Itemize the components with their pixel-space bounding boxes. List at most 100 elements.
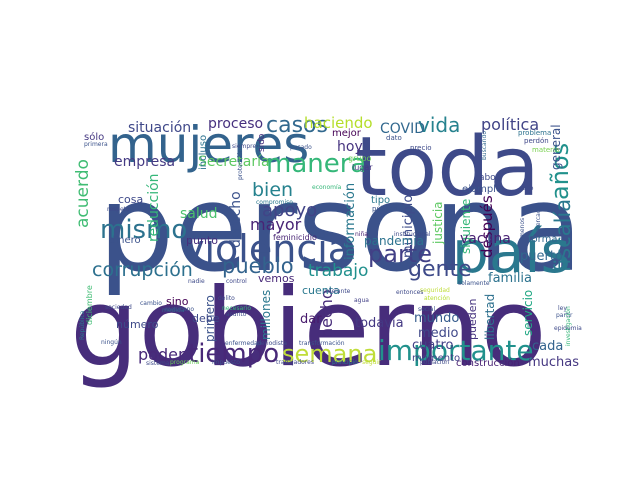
word-hecho: hecho <box>317 289 336 338</box>
word-lugar: lugar <box>352 163 373 172</box>
word-atencion: atención <box>424 295 450 302</box>
word-situacion: situación <box>128 120 191 136</box>
word-punto: punto <box>186 234 218 247</box>
word-acuerdo: acuerdo <box>73 159 93 228</box>
word-incluso: incluso <box>198 135 209 170</box>
word-politica: política <box>481 115 539 134</box>
word-primera: primera <box>84 141 108 148</box>
word-persona: persona <box>98 160 583 299</box>
word-manera: manera <box>266 149 366 179</box>
word-pasado: pasado <box>290 144 312 151</box>
word-menos: menos <box>519 218 526 238</box>
word-adelante: adelante <box>324 288 351 295</box>
word-siempre: siempre <box>232 143 256 150</box>
word-reduccion: reducción <box>146 173 162 242</box>
word-cabo: cabo <box>474 173 496 183</box>
word-pandemia: pandemia <box>364 234 424 248</box>
word-hoy: hoy <box>337 139 363 155</box>
word-institucional: institucional <box>394 231 431 238</box>
word-vacuna: vacuna <box>460 231 511 247</box>
word-mejor: mejor <box>332 128 362 139</box>
word-pais: país <box>452 218 571 286</box>
word-anos: años <box>546 143 574 200</box>
word-feminicidio: feminicidio <box>273 233 317 242</box>
word-proteccion: protección <box>237 148 244 180</box>
word-seguridad: seguridad <box>420 287 450 294</box>
word-principio: principio <box>332 359 358 366</box>
word-cosa: cosa <box>118 193 143 206</box>
word-compromiso: compromiso <box>256 199 293 206</box>
word-servicio: servicio <box>521 290 535 336</box>
word-forma: forma <box>528 234 557 245</box>
word-pueden: pueden <box>466 299 479 340</box>
word-covid: COVID <box>380 121 425 137</box>
word-economia: economía <box>312 184 342 191</box>
word-empresa: empresa <box>114 154 175 170</box>
word-asunto: asunto <box>226 311 247 318</box>
word-medida: medida <box>162 307 185 314</box>
word-siguiente: siguiente <box>459 199 473 254</box>
word-mercado: mercado <box>535 205 542 232</box>
word-corrupcion: corrupción <box>92 259 193 281</box>
word-transformacion: transformación <box>299 340 345 347</box>
word-solo: sólo <box>84 131 104 143</box>
word-mayor: mayor <box>250 215 302 234</box>
word-cuatro: cuatro <box>412 338 454 353</box>
word-solamente: solamente <box>458 280 490 287</box>
word-nina: niña <box>355 231 368 238</box>
word-libertad: libertad <box>483 294 497 340</box>
word-ocho: ocho <box>519 185 534 192</box>
word-importante: importante <box>378 334 534 367</box>
word-derecho: derecho <box>228 191 244 248</box>
word-haciendo: haciendo <box>304 114 373 132</box>
word-primero: primero <box>203 295 217 342</box>
word-buscando: buscando <box>481 131 488 160</box>
word-tiempo: tiempo <box>188 339 279 369</box>
word-poder: poder <box>138 345 185 364</box>
word-nadie: nadie <box>188 278 205 285</box>
word-respeto: respeto <box>107 206 130 213</box>
word-construccion: construcción <box>456 357 520 369</box>
word-sino: sino <box>166 295 189 308</box>
word-impuesto: impuesto <box>212 359 240 366</box>
word-informacion: información <box>343 183 358 260</box>
word-mundo: mundo <box>414 311 459 326</box>
word-poblacion: población <box>420 359 449 366</box>
word-periodista: periodista <box>257 340 287 347</box>
word-diciembre: diciembre <box>85 285 94 325</box>
word-programa: programa <box>170 359 200 366</box>
word-entonces: entonces <box>396 289 423 296</box>
word-bien: bien <box>252 179 293 201</box>
word-necesario: necesario <box>222 305 251 312</box>
word-problema: problema <box>518 129 551 137</box>
word-sistema: sistema <box>146 360 170 367</box>
word-secretaria: Secretaría <box>198 154 270 170</box>
word-social: social <box>418 306 435 313</box>
word-cada: cada <box>532 339 563 354</box>
word-justicia: justicia <box>431 201 445 245</box>
word-toda: toda <box>355 120 540 215</box>
word-violencia: violencia <box>182 227 351 271</box>
word-partir: partir <box>556 312 573 319</box>
word-publico: público <box>372 205 397 213</box>
word-trabajadores: trabajadores <box>276 359 314 366</box>
word-mexicano: mexicano <box>165 306 194 313</box>
word-trabajo: trabajo <box>308 261 368 281</box>
word-millones: millones <box>259 290 273 340</box>
word-sido: sido <box>257 133 267 152</box>
word-precio: precio <box>410 144 432 152</box>
word-gente: gente <box>408 257 472 282</box>
word-parte: parte <box>368 240 432 268</box>
word-republica: República <box>79 310 86 340</box>
word-pueblo: pueblo <box>222 254 294 278</box>
word-grupo: grupo <box>348 154 372 163</box>
word-investigacion: investigación <box>565 306 572 346</box>
word-casos: casos <box>266 113 328 138</box>
word-familia: familia <box>488 271 532 286</box>
word-mismo: mismo <box>100 215 187 245</box>
word-puerto: puerto <box>520 249 563 264</box>
word-sociedad: sociedad <box>105 304 132 311</box>
word-dato: dato <box>386 134 402 142</box>
word-epidemia: epidemia <box>554 325 582 332</box>
